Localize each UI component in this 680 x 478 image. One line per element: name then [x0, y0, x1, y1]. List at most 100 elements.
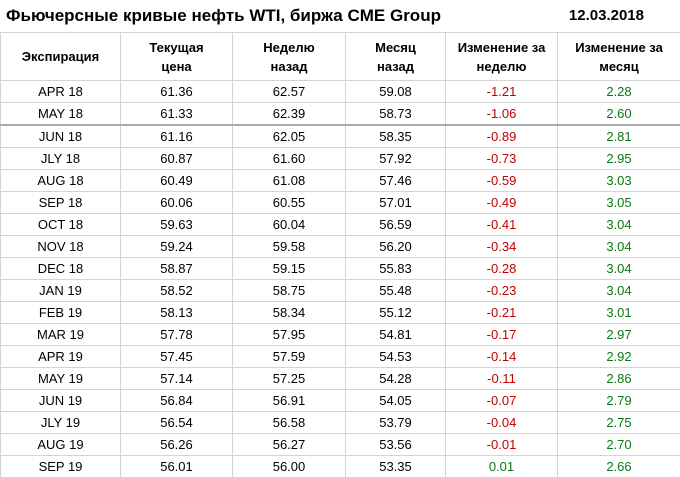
date: 12.03.2018	[569, 7, 644, 24]
table-cell: 57.45	[121, 346, 233, 368]
table-cell: 61.36	[121, 81, 233, 103]
table-cell: SEP 19	[1, 456, 121, 478]
table-cell: -0.21	[446, 302, 558, 324]
table-cell: 60.06	[121, 192, 233, 214]
table-cell: 57.59	[233, 346, 346, 368]
table-cell: 2.66	[558, 456, 680, 478]
table-cell: 57.78	[121, 324, 233, 346]
table-cell: 3.04	[558, 214, 680, 236]
table-cell: 2.86	[558, 368, 680, 390]
table-cell: 3.04	[558, 280, 680, 302]
table-cell: AUG 18	[1, 170, 121, 192]
table-cell: 55.48	[346, 280, 446, 302]
column-header: Экспирация	[1, 33, 121, 81]
table-cell: 54.81	[346, 324, 446, 346]
table-cell: 58.87	[121, 258, 233, 280]
table-cell: AUG 19	[1, 434, 121, 456]
table-cell: 2.75	[558, 412, 680, 434]
header: Фьючерсные кривые нефть WTI, биржа CME G…	[0, 0, 680, 32]
table-cell: 56.27	[233, 434, 346, 456]
table-cell: 59.08	[346, 81, 446, 103]
table-cell: 56.01	[121, 456, 233, 478]
title: Фьючерсные кривые нефть WTI, биржа CME G…	[6, 6, 441, 26]
table-cell: 2.79	[558, 390, 680, 412]
table-cell: 56.26	[121, 434, 233, 456]
table-cell: SEP 18	[1, 192, 121, 214]
table-cell: 62.57	[233, 81, 346, 103]
table-cell: FEB 19	[1, 302, 121, 324]
table-cell: JUN 18	[1, 125, 121, 148]
table-cell: -0.49	[446, 192, 558, 214]
table-cell: 62.05	[233, 125, 346, 148]
table-cell: MAY 18	[1, 103, 121, 126]
table-cell: 54.28	[346, 368, 446, 390]
table-cell: MAY 19	[1, 368, 121, 390]
table-cell: 56.20	[346, 236, 446, 258]
table-cell: 58.52	[121, 280, 233, 302]
table-cell: 61.33	[121, 103, 233, 126]
table-cell: 57.01	[346, 192, 446, 214]
table-cell: 57.46	[346, 170, 446, 192]
table-cell: MAR 19	[1, 324, 121, 346]
table-cell: 62.39	[233, 103, 346, 126]
table-cell: 59.63	[121, 214, 233, 236]
table-cell: 58.13	[121, 302, 233, 324]
table-cell: -0.41	[446, 214, 558, 236]
table-cell: -0.11	[446, 368, 558, 390]
table-cell: 56.91	[233, 390, 346, 412]
table-cell: -0.14	[446, 346, 558, 368]
table-cell: 56.00	[233, 456, 346, 478]
table-cell: -0.89	[446, 125, 558, 148]
table-cell: 57.95	[233, 324, 346, 346]
table-cell: 57.14	[121, 368, 233, 390]
table-cell: -0.04	[446, 412, 558, 434]
table-cell: 2.28	[558, 81, 680, 103]
table-cell: 56.84	[121, 390, 233, 412]
table-cell: 53.79	[346, 412, 446, 434]
table-cell: APR 18	[1, 81, 121, 103]
table-cell: JLY 18	[1, 148, 121, 170]
table-cell: 2.60	[558, 103, 680, 126]
table-cell: 56.59	[346, 214, 446, 236]
column-header: Месяц назад	[346, 33, 446, 81]
table-cell: 54.53	[346, 346, 446, 368]
table-cell: 55.12	[346, 302, 446, 324]
table-cell: -1.21	[446, 81, 558, 103]
table-cell: 59.24	[121, 236, 233, 258]
table-cell: 3.04	[558, 258, 680, 280]
table-cell: 53.35	[346, 456, 446, 478]
table-cell: -1.06	[446, 103, 558, 126]
column-header: Неделю назад	[233, 33, 346, 81]
table-cell: 2.95	[558, 148, 680, 170]
table-cell: 56.58	[233, 412, 346, 434]
table-cell: APR 19	[1, 346, 121, 368]
table-cell: -0.28	[446, 258, 558, 280]
table-cell: 2.92	[558, 346, 680, 368]
table-cell: 2.70	[558, 434, 680, 456]
table-cell: 61.08	[233, 170, 346, 192]
table-cell: 60.49	[121, 170, 233, 192]
table-cell: 54.05	[346, 390, 446, 412]
column-header: Изменение за месяц	[558, 33, 680, 81]
table-cell: 61.60	[233, 148, 346, 170]
table-cell: 2.97	[558, 324, 680, 346]
table-cell: 3.05	[558, 192, 680, 214]
table-cell: JAN 19	[1, 280, 121, 302]
table-cell: JUN 19	[1, 390, 121, 412]
table-cell: 61.16	[121, 125, 233, 148]
table-cell: 60.04	[233, 214, 346, 236]
